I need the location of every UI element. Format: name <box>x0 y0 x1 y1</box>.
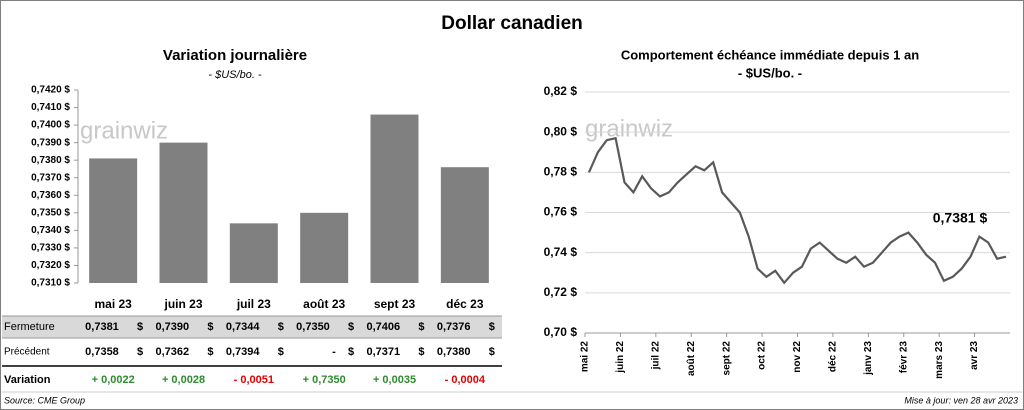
x-tick-label: juil 22 <box>650 341 661 371</box>
annotation: 0,7381 $ <box>933 209 988 225</box>
x-tick-label: avr 23 <box>969 341 980 370</box>
x-tick-label: sept 22 <box>721 341 732 376</box>
y-tick-label: 0,72 $ <box>544 285 578 299</box>
x-tick-label: déc 23 <box>446 297 484 311</box>
y-tick-label: 0,74 $ <box>544 245 578 259</box>
unit: $ <box>207 321 213 333</box>
y-tick-label: 0,7420 $ <box>31 85 70 96</box>
unit: $ <box>348 346 354 358</box>
x-tick-label: mars 23 <box>934 341 945 379</box>
y-tick-label: 0,80 $ <box>544 124 578 138</box>
watermark: grainwiz <box>585 115 673 142</box>
bar <box>229 223 278 283</box>
unit: $ <box>489 346 495 358</box>
previous-value: 0,7394 <box>226 346 261 358</box>
close-value: 0,7406 <box>367 321 401 333</box>
unit: $ <box>207 346 213 358</box>
unit: $ <box>137 321 143 333</box>
line <box>587 136 1007 285</box>
change-value: + 0,0028 <box>162 374 205 386</box>
updated: Mise à jour: ven 28 avr 2023 <box>904 395 1018 405</box>
unit: $ <box>418 346 424 358</box>
change-value: + 0,0022 <box>92 374 135 386</box>
unit: $ <box>348 321 354 333</box>
chart-subtitle: - $US/bo. - <box>208 69 262 81</box>
previous-value: 0,7371 <box>367 346 401 358</box>
x-tick-label: févr 23 <box>898 341 909 374</box>
close-row-bg <box>2 316 502 338</box>
y-tick-label: 0,76 $ <box>544 205 578 219</box>
y-tick-label: 0,7370 $ <box>31 172 70 183</box>
row-label: Variation <box>4 374 51 386</box>
y-tick-label: 0,7390 $ <box>31 137 70 148</box>
x-tick-label: juin 22 <box>615 341 626 374</box>
x-tick-label: déc 22 <box>828 341 839 373</box>
change-value: - 0,0051 <box>234 374 274 386</box>
close-value: 0,7376 <box>437 321 471 333</box>
close-value: 0,7350 <box>296 321 330 333</box>
bar <box>89 158 138 283</box>
watermark: grainwiz <box>80 117 168 144</box>
previous-value: 0,7358 <box>85 346 119 358</box>
bar <box>370 114 419 284</box>
y-tick-label: 0,7310 $ <box>31 278 70 289</box>
x-tick-label: juil 23 <box>236 297 271 311</box>
change-value: + 0,7350 <box>303 374 346 386</box>
source: Source: CME Group <box>4 395 85 405</box>
close-value: 0,7344 <box>226 321 261 333</box>
previous-value: - <box>332 346 336 358</box>
chart-title: Variation journalière <box>163 47 307 64</box>
bar <box>440 167 489 283</box>
x-tick-label: mai 23 <box>94 297 132 311</box>
row-label: Précédent <box>4 347 50 358</box>
previous-value: 0,7380 <box>437 346 471 358</box>
x-tick-label: oct 22 <box>757 341 768 370</box>
chart-title: Comportement échéance immédiate depuis 1… <box>621 47 919 62</box>
y-tick-label: 0,7340 $ <box>31 225 70 236</box>
unit: $ <box>418 321 424 333</box>
y-tick-label: 0,7380 $ <box>31 155 70 166</box>
x-tick-label: août 22 <box>686 341 697 376</box>
y-tick-label: 0,7350 $ <box>31 207 70 218</box>
row-label: Fermeture <box>4 321 55 333</box>
page-title: Dollar canadien <box>441 13 583 34</box>
y-tick-label: 0,7410 $ <box>31 102 70 113</box>
x-tick-label: août 23 <box>303 297 345 311</box>
close-value: 0,7390 <box>156 321 190 333</box>
unit: $ <box>489 321 495 333</box>
x-tick-label: mai 22 <box>580 341 591 373</box>
unit: $ <box>278 321 284 333</box>
bar <box>159 142 208 283</box>
chart-subtitle: - $US/bo. - <box>738 65 802 80</box>
unit: $ <box>278 346 284 358</box>
y-tick-label: 0,7320 $ <box>31 260 70 271</box>
y-tick-label: 0,82 $ <box>544 84 578 98</box>
y-tick-label: 0,7330 $ <box>31 243 70 254</box>
y-tick-label: 0,78 $ <box>544 165 578 179</box>
change-value: - 0,0004 <box>445 374 486 386</box>
x-tick-label: janv 23 <box>863 341 874 376</box>
close-value: 0,7381 <box>85 321 119 333</box>
y-tick-label: 0,70 $ <box>544 325 578 339</box>
previous-value: 0,7362 <box>156 346 190 358</box>
y-tick-label: 0,7360 $ <box>31 190 70 201</box>
x-tick-label: nov 22 <box>792 341 803 373</box>
y-tick-label: 0,7400 $ <box>31 120 70 131</box>
unit: $ <box>137 346 143 358</box>
x-tick-label: sept 23 <box>374 297 416 311</box>
x-tick-label: juin 23 <box>163 297 202 311</box>
bar <box>300 212 349 283</box>
change-value: + 0,0035 <box>373 374 416 386</box>
